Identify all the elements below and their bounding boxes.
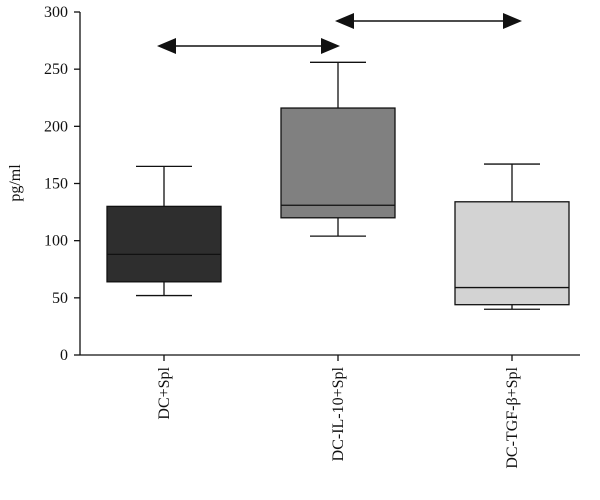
- y-tick-label: 150: [44, 176, 68, 193]
- y-tick-label: 300: [44, 4, 68, 21]
- arrow-head-left: [335, 13, 354, 29]
- x-tick-label: DC-IL-10+Spl: [330, 366, 347, 461]
- arrow-head-right: [503, 13, 522, 29]
- y-tick-label: 100: [44, 233, 68, 250]
- y-axis-label: pg/ml: [7, 164, 24, 202]
- y-tick-label: 0: [60, 347, 68, 364]
- box-group: [280, 61, 396, 237]
- arrow-head-left: [157, 38, 176, 54]
- box: [454, 201, 570, 306]
- arrow-head-right: [321, 38, 340, 54]
- y-tick-label: 200: [44, 118, 68, 135]
- comparison-arrows: [157, 13, 522, 54]
- box: [280, 107, 396, 219]
- box-group: [454, 163, 570, 310]
- box: [106, 205, 222, 283]
- x-tick-label: DC+Spl: [156, 366, 173, 419]
- y-tick-label: 250: [44, 61, 68, 78]
- y-tick-label: 50: [52, 290, 68, 307]
- box-group: [106, 165, 222, 297]
- y-axis: 0 50 100 150 200 250 300: [44, 4, 81, 364]
- boxes: [106, 61, 570, 310]
- x-tick-label: DC-TGF-β+Spl: [504, 366, 521, 468]
- x-axis: DC+Spl DC-IL-10+Spl DC-TGF-β+Spl: [80, 354, 580, 469]
- comparison-arrow: [335, 13, 522, 29]
- comparison-arrow: [157, 38, 340, 54]
